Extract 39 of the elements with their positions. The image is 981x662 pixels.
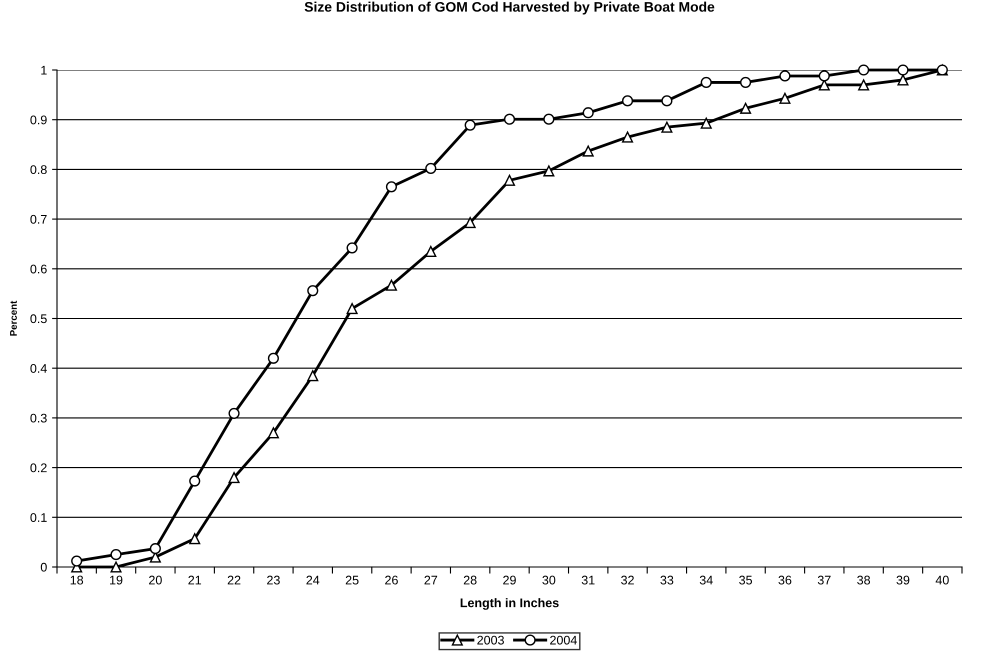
x-tick-label: 37 bbox=[818, 576, 831, 585]
x-tick-label: 23 bbox=[267, 576, 280, 585]
x-tick-label: 38 bbox=[857, 576, 870, 585]
x-tick-label: 21 bbox=[188, 576, 202, 584]
x-tick-label: 30 bbox=[542, 576, 556, 585]
x-tick-label: 26 bbox=[385, 576, 398, 585]
x-tick-label: 31 bbox=[582, 576, 595, 585]
x-tick-label: 24 bbox=[306, 576, 320, 584]
y-axis-title: Percent bbox=[10, 300, 17, 336]
x-tick-label: 25 bbox=[346, 576, 359, 585]
x-tick-label: 20 bbox=[149, 576, 162, 585]
y-tick-label: 1 bbox=[41, 66, 47, 75]
y-tick-label: 0.7 bbox=[30, 214, 47, 224]
x-tick-label: 36 bbox=[778, 576, 792, 585]
x-axis-title: Length in Inches bbox=[460, 598, 559, 610]
y-tick-label: 0.6 bbox=[30, 264, 47, 274]
y-tick-label: 0.9 bbox=[30, 116, 47, 124]
x-tick-label: 29 bbox=[503, 576, 516, 585]
legend-label: 2004 bbox=[550, 636, 577, 645]
x-tick-label: 27 bbox=[424, 576, 438, 584]
y-tick-label: 0.1 bbox=[30, 513, 47, 522]
x-tick-label: 35 bbox=[739, 576, 752, 585]
y-tick-label: 0.3 bbox=[30, 414, 47, 423]
legend-label: 2003 bbox=[477, 636, 504, 645]
x-tick-label: 28 bbox=[464, 576, 477, 585]
y-tick-label: 0.8 bbox=[30, 165, 47, 174]
y-tick-label: 0.2 bbox=[30, 463, 47, 472]
y-tick-label: 0 bbox=[40, 562, 47, 572]
y-tick-label: 0.5 bbox=[30, 314, 47, 324]
x-tick-label: 40 bbox=[936, 576, 949, 585]
x-tick-label: 33 bbox=[660, 576, 674, 585]
x-tick-label: 18 bbox=[70, 576, 84, 585]
x-tick-label: 32 bbox=[621, 576, 634, 585]
chart-title: Size Distribution of GOM Cod Harvested by Private Boat Mode bbox=[304, 2, 714, 15]
y-tick-label: 0.4 bbox=[30, 364, 47, 373]
x-tick-label: 39 bbox=[896, 576, 910, 585]
x-tick-label: 34 bbox=[700, 576, 713, 585]
x-tick-label: 19 bbox=[110, 576, 122, 585]
x-tick-label: 22 bbox=[228, 576, 240, 584]
